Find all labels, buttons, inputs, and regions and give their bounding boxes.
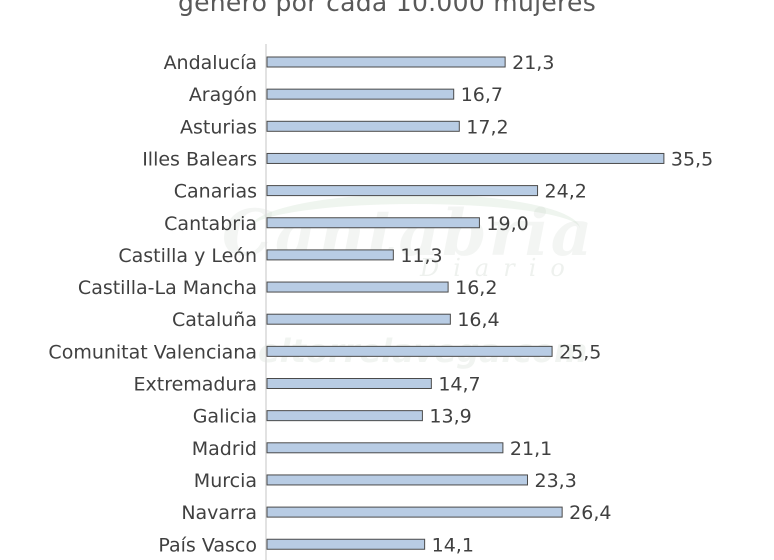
- watermark-swoosh: [250, 194, 580, 264]
- bar: [266, 152, 665, 164]
- bar: [266, 185, 539, 197]
- category-label: Galicia: [193, 406, 257, 428]
- value-label: 14,1: [432, 534, 474, 556]
- chart-title: género por cada 10.000 mujeres: [177, 0, 597, 17]
- value-label: 21,1: [510, 438, 552, 460]
- bar: [266, 506, 563, 518]
- value-label: 21,3: [512, 52, 554, 74]
- value-label: 13,9: [429, 406, 471, 428]
- category-label: Canarias: [174, 181, 257, 203]
- value-label: 16,4: [457, 309, 499, 331]
- category-label: Extremadura: [134, 374, 258, 396]
- value-label: 11,3: [400, 245, 442, 267]
- value-label: 17,2: [466, 116, 508, 138]
- category-label: Cantabria: [164, 213, 257, 235]
- bar: [266, 217, 480, 229]
- category-label: Castilla-La Mancha: [78, 277, 257, 299]
- bar: [266, 281, 449, 293]
- bar: [266, 345, 553, 357]
- value-label: 25,5: [559, 341, 601, 363]
- category-label: Murcia: [194, 470, 257, 492]
- bar: [266, 56, 506, 68]
- bar: [266, 410, 423, 422]
- category-label: Comunitat Valenciana: [48, 341, 257, 363]
- category-label: Navarra: [181, 502, 257, 524]
- value-label: 16,7: [461, 84, 503, 106]
- bar: [266, 474, 528, 486]
- bar: [266, 313, 451, 325]
- bar: [266, 120, 460, 132]
- category-label: Asturias: [180, 116, 257, 138]
- value-label: 16,2: [455, 277, 497, 299]
- category-label: País Vasco: [158, 534, 257, 556]
- value-label: 24,2: [545, 181, 587, 203]
- category-label: Madrid: [192, 438, 257, 460]
- value-label: 14,7: [438, 374, 480, 396]
- bar: [266, 378, 432, 389]
- value-label: 19,0: [486, 213, 528, 235]
- value-label: 23,3: [534, 470, 576, 492]
- bar: [266, 88, 455, 100]
- bar: [266, 249, 394, 261]
- bar: [266, 442, 504, 454]
- value-label: 35,5: [671, 148, 713, 170]
- category-label: Aragón: [189, 84, 257, 106]
- bar: [266, 538, 426, 550]
- category-label: Castilla y León: [118, 245, 257, 267]
- value-label: 26,4: [569, 502, 611, 524]
- category-label: Illes Balears: [142, 148, 257, 170]
- category-label: Cataluña: [172, 309, 257, 331]
- category-label: Andalucía: [164, 52, 257, 74]
